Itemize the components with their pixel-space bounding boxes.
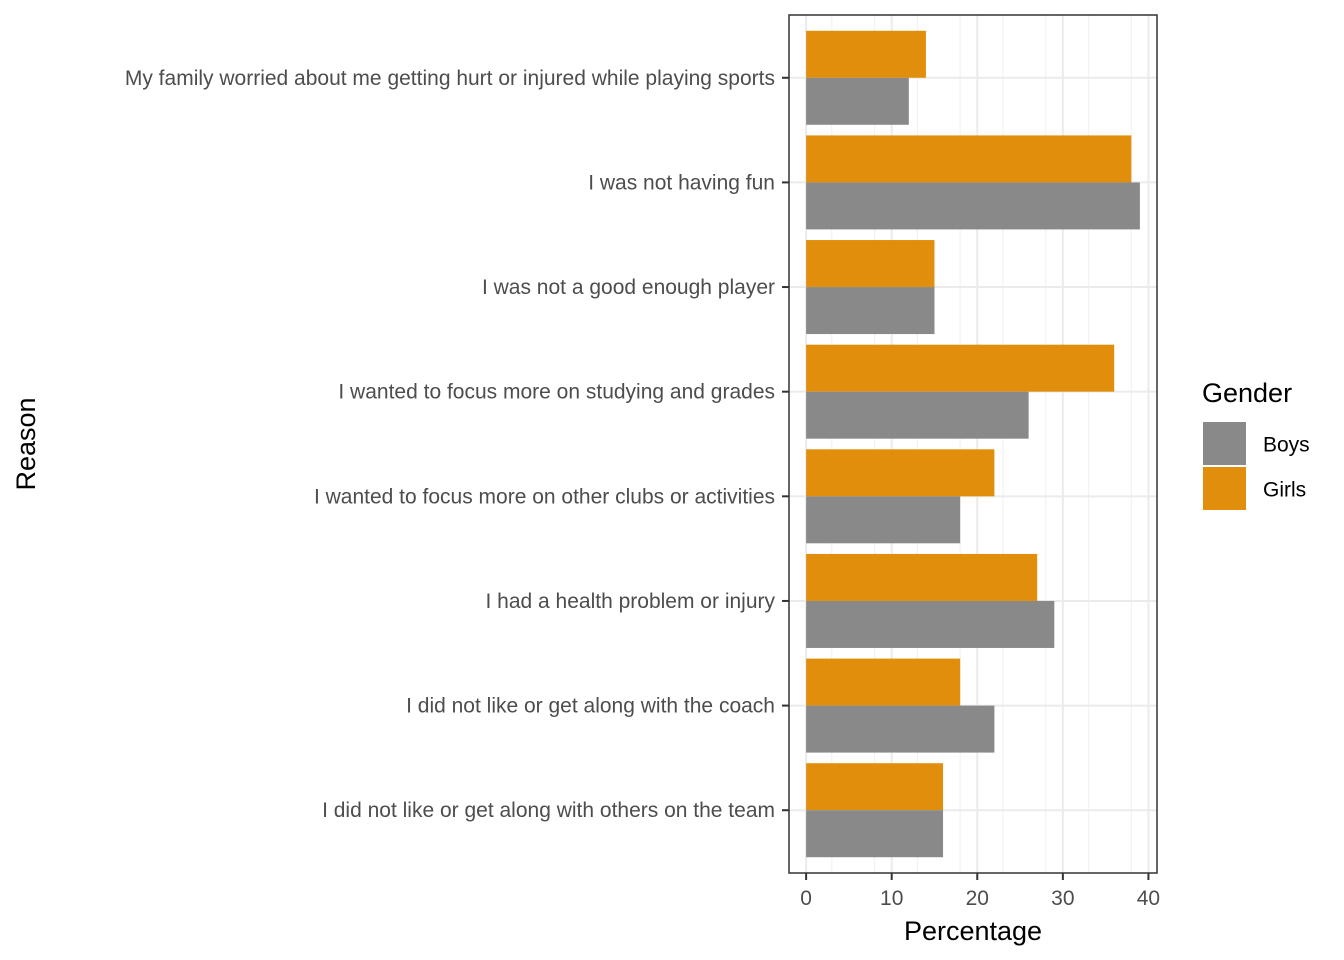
bar-girls xyxy=(806,658,961,706)
legend-label-girls: Girls xyxy=(1263,479,1306,502)
bar-boys xyxy=(806,496,961,544)
bar-boys xyxy=(806,810,944,858)
y-tick-label: I wanted to focus more on studying and g… xyxy=(338,381,775,404)
bar-girls xyxy=(806,30,926,78)
x-axis-title: Percentage xyxy=(904,916,1042,946)
y-axis: My family worried about me getting hurt … xyxy=(125,67,789,822)
y-axis-title: Reason xyxy=(11,397,41,490)
bar-boys xyxy=(806,705,995,753)
bar-boys xyxy=(806,391,1029,439)
bar-girls xyxy=(806,763,944,811)
y-tick-label: I did not like or get along with others … xyxy=(322,799,775,822)
x-axis: 0 10 20 30 40 xyxy=(800,873,1160,910)
y-tick-label: My family worried about me getting hurt … xyxy=(125,67,775,90)
panel-border xyxy=(788,14,1158,874)
bar-boys xyxy=(806,182,1140,230)
x-tick-label: 30 xyxy=(1051,887,1074,910)
legend-key-boys xyxy=(1203,422,1246,465)
y-tick-label: I was not a good enough player xyxy=(482,276,775,299)
bar-boys xyxy=(806,77,909,125)
x-tick-label: 0 xyxy=(800,887,812,910)
y-tick-label: I was not having fun xyxy=(588,171,775,194)
x-tick-label: 20 xyxy=(966,887,989,910)
bar-boys xyxy=(806,600,1055,648)
bar-girls xyxy=(806,344,1115,392)
x-tick-label: 40 xyxy=(1137,887,1160,910)
bar-girls xyxy=(806,135,1132,183)
y-tick-label: I did not like or get along with the coa… xyxy=(406,695,775,718)
legend-key-girls xyxy=(1203,467,1246,510)
bar-girls xyxy=(806,240,935,288)
y-tick-label: I wanted to focus more on other clubs or… xyxy=(314,485,775,508)
bar-girls xyxy=(806,553,1038,601)
legend: Gender Boys Girls xyxy=(1202,378,1310,510)
bars xyxy=(806,30,1140,858)
x-tick-label: 10 xyxy=(880,887,903,910)
y-tick-label: I had a health problem or injury xyxy=(486,590,776,613)
bar-boys xyxy=(806,287,935,335)
legend-title: Gender xyxy=(1202,378,1292,408)
bar-girls xyxy=(806,449,995,497)
legend-label-boys: Boys xyxy=(1263,434,1310,457)
